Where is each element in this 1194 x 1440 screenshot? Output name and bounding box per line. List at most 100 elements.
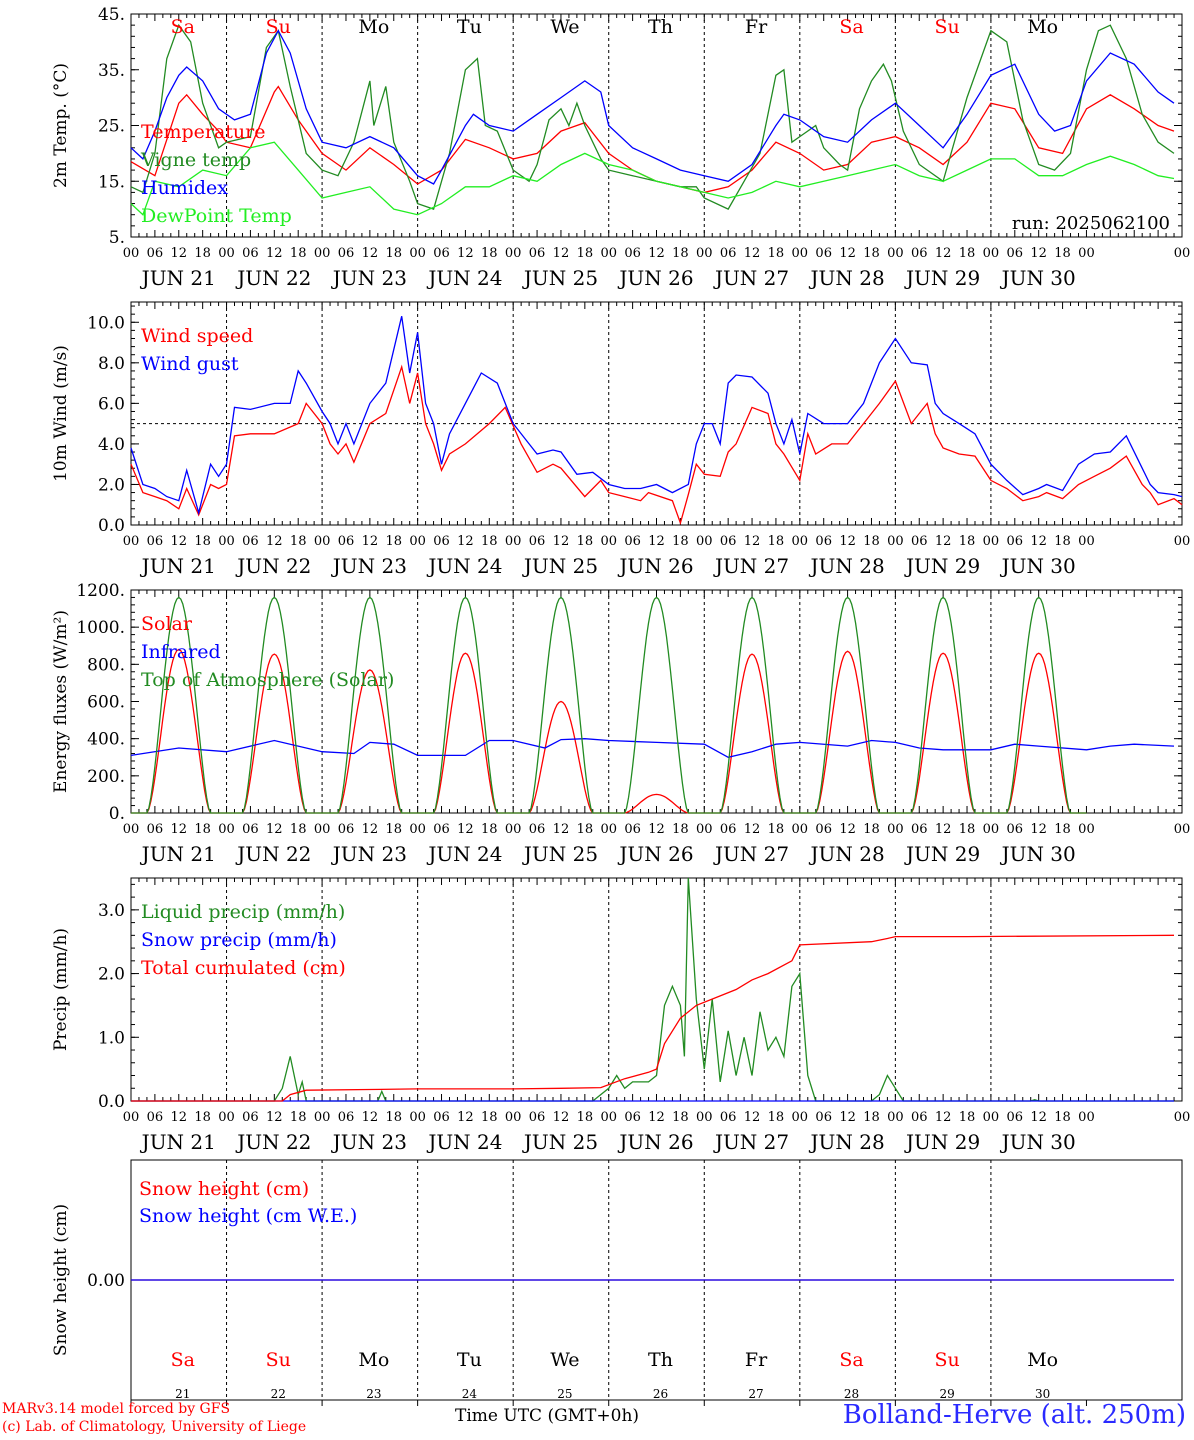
hour-tick-label: 12: [553, 1110, 570, 1125]
hour-tick-label: 06: [147, 246, 164, 261]
hour-tick-label: 00: [123, 534, 140, 549]
legend-entry: Solar: [141, 613, 193, 635]
day-number: 29: [939, 1387, 954, 1401]
y-axis-label: 2m Temp. (°C): [51, 63, 71, 188]
hour-tick-label: 18: [1054, 1110, 1071, 1125]
date-label: JUN 24: [426, 1130, 502, 1154]
y-tick-label: 4.0: [98, 435, 125, 455]
day-name: Mo: [358, 16, 389, 38]
hour-tick-label: 06: [1007, 822, 1024, 837]
hour-tick-label: 00: [983, 534, 1000, 549]
day-name: Mo: [358, 1349, 389, 1371]
hour-tick-label: 06: [624, 246, 641, 261]
day-name: We: [550, 1349, 579, 1371]
hour-tick-label: 00: [1174, 534, 1191, 549]
date-label: JUN 23: [331, 554, 407, 578]
hour-tick-label: 12: [457, 1110, 474, 1125]
date-label: JUN 24: [426, 842, 502, 866]
date-label: JUN 25: [522, 1130, 598, 1154]
hour-tick-label: 06: [242, 822, 259, 837]
hour-tick-label: 00: [600, 822, 617, 837]
hour-tick-label: 06: [147, 1110, 164, 1125]
y-axis-label: Energy fluxes (W/m²): [51, 610, 71, 793]
legend-entry: Infrared: [141, 641, 221, 663]
hour-tick-label: 18: [863, 246, 880, 261]
hour-tick-label: 06: [433, 822, 450, 837]
day-name: Sa: [171, 16, 195, 38]
day-name: Fr: [745, 16, 768, 38]
hour-tick-label: 12: [553, 246, 570, 261]
hour-tick-label: 00: [505, 246, 522, 261]
hour-tick-label: 06: [624, 534, 641, 549]
legend-entry: Total cumulated (cm): [141, 957, 346, 979]
hour-tick-label: 18: [194, 534, 211, 549]
hour-tick-label: 12: [170, 1110, 187, 1125]
hour-tick-label: 18: [863, 1110, 880, 1125]
day-name: Th: [648, 16, 673, 38]
hour-tick-label: 12: [457, 534, 474, 549]
y-axis-label: 10m Wind (m/s): [51, 345, 71, 482]
hour-tick-label: 18: [577, 246, 594, 261]
hour-tick-label: 18: [290, 534, 307, 549]
day-number: 24: [462, 1387, 478, 1401]
hour-tick-label: 18: [194, 822, 211, 837]
day-name: We: [550, 16, 579, 38]
series-line: [130, 141, 1175, 216]
legend-entry: DewPoint Temp: [141, 205, 292, 227]
date-label: JUN 30: [1000, 842, 1076, 866]
hour-tick-label: 12: [457, 822, 474, 837]
hour-tick-label: 12: [648, 246, 665, 261]
hour-tick-label: 12: [935, 1110, 952, 1125]
run-annotation: run: 2025062100: [1012, 213, 1170, 234]
hour-tick-label: 00: [505, 534, 522, 549]
hour-tick-label: 00: [1174, 1110, 1191, 1125]
y-tick-label: 5.: [109, 228, 125, 248]
hour-tick-label: 18: [290, 822, 307, 837]
hour-tick-label: 18: [768, 822, 785, 837]
hour-tick-label: 06: [242, 534, 259, 549]
hour-tick-label: 18: [959, 246, 976, 261]
series-line: [130, 316, 1183, 516]
hour-tick-label: 12: [362, 1110, 379, 1125]
day-name: Tu: [457, 16, 482, 38]
hour-tick-label: 18: [863, 534, 880, 549]
y-tick-label: 2.0: [98, 475, 125, 495]
hour-tick-label: 00: [123, 246, 140, 261]
hour-tick-label: 12: [1030, 246, 1047, 261]
hour-tick-label: 12: [457, 246, 474, 261]
hour-tick-label: 06: [147, 822, 164, 837]
y-tick-label: 400.: [87, 730, 125, 750]
y-tick-label: 8.0: [98, 354, 125, 374]
hour-tick-label: 06: [1007, 246, 1024, 261]
y-tick-label: 1.0: [98, 1028, 125, 1048]
hour-tick-label: 00: [314, 1110, 331, 1125]
hour-tick-label: 06: [1007, 534, 1024, 549]
date-label: JUN 21: [140, 1130, 216, 1154]
hour-tick-label: 06: [529, 1110, 546, 1125]
hour-tick-label: 00: [505, 822, 522, 837]
date-label: JUN 28: [808, 266, 884, 290]
hour-tick-label: 18: [481, 822, 498, 837]
hour-tick-label: 00: [218, 822, 235, 837]
hour-tick-label: 00: [983, 246, 1000, 261]
hour-tick-label: 00: [887, 822, 904, 837]
hour-tick-label: 00: [409, 1110, 426, 1125]
hour-tick-label: 12: [362, 534, 379, 549]
day-name: Fr: [745, 1349, 768, 1371]
hour-tick-label: 00: [123, 822, 140, 837]
hour-tick-label: 06: [433, 246, 450, 261]
date-label: JUN 22: [235, 266, 311, 290]
legend-entry: Wind gust: [141, 353, 239, 375]
hour-tick-label: 00: [983, 1110, 1000, 1125]
date-label: JUN 23: [331, 1130, 407, 1154]
y-axis-label: Precip (mm/h): [51, 928, 71, 1051]
hour-tick-label: 18: [959, 822, 976, 837]
day-number: 22: [271, 1387, 286, 1401]
hour-tick-label: 06: [338, 534, 355, 549]
hour-tick-label: 18: [959, 534, 976, 549]
hour-tick-label: 00: [983, 822, 1000, 837]
hour-tick-label: 06: [911, 534, 928, 549]
date-label: JUN 26: [617, 266, 693, 290]
date-label: JUN 22: [235, 1130, 311, 1154]
